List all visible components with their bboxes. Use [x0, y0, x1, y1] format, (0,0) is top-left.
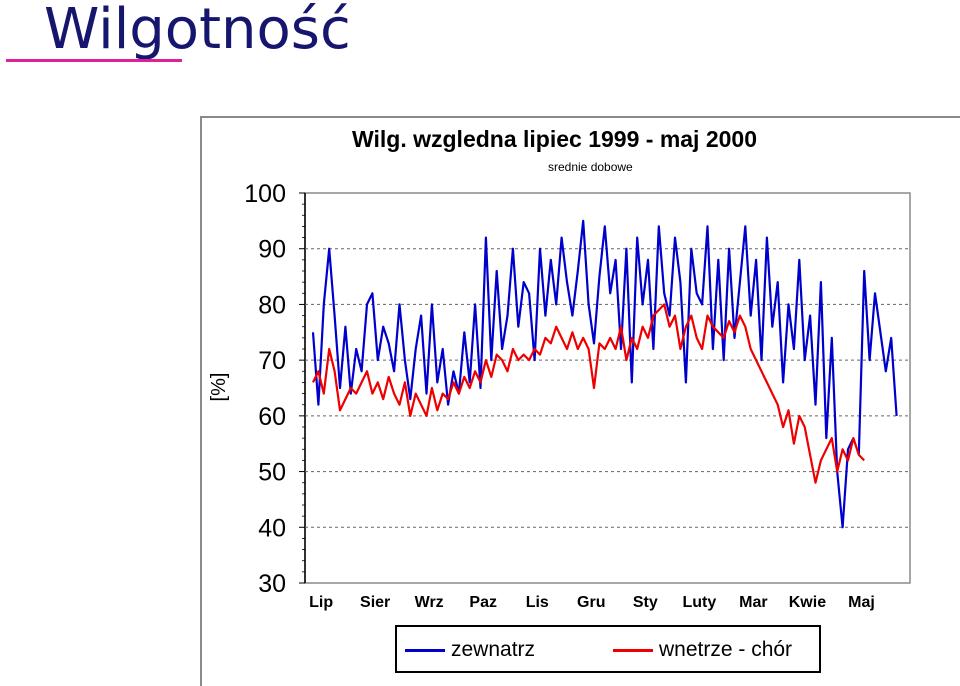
y-tick-label: 60 [258, 403, 286, 431]
x-tick-label: Mar [739, 594, 767, 611]
y-tick-label: 40 [258, 514, 286, 542]
slide-title: Wilgotność [44, 0, 351, 62]
legend-label-indoor: wnetrze - chór [659, 638, 793, 661]
title-underline [6, 59, 182, 62]
legend-swatch-indoor [613, 649, 653, 652]
x-tick-label: Kwie [789, 594, 826, 611]
x-tick-label: Wrz [415, 594, 444, 611]
legend-label-outdoor: zewnatrz [451, 638, 536, 661]
legend-swatch-outdoor [405, 649, 445, 652]
x-tick-label: Gru [577, 594, 605, 611]
chart-title: Wilg. wzgledna lipiec 1999 - maj 2000 [352, 126, 758, 152]
x-tick-label: Maj [848, 594, 875, 611]
chart-legend: zewnatrz wnetrze - chór [395, 625, 821, 673]
x-tick-label: Sier [360, 594, 390, 611]
y-tick-label: 80 [258, 291, 286, 319]
y-tick-label: 50 [258, 459, 286, 487]
x-tick-label: Luty [682, 594, 716, 611]
y-tick-label: 90 [258, 236, 286, 264]
series-line-outdoor [311, 219, 898, 529]
chart-subtitle: srednie dobowe [548, 160, 633, 174]
y-tick-label: 30 [258, 570, 286, 598]
series-line-indoor [312, 303, 865, 484]
x-tick-label: Lip [309, 594, 333, 611]
y-tick-label: 100 [244, 180, 286, 208]
x-tick-label: Sty [633, 594, 658, 611]
x-tick-label: Paz [469, 594, 497, 611]
x-tick-label: Lis [526, 594, 549, 611]
y-tick-label: 70 [258, 347, 286, 375]
